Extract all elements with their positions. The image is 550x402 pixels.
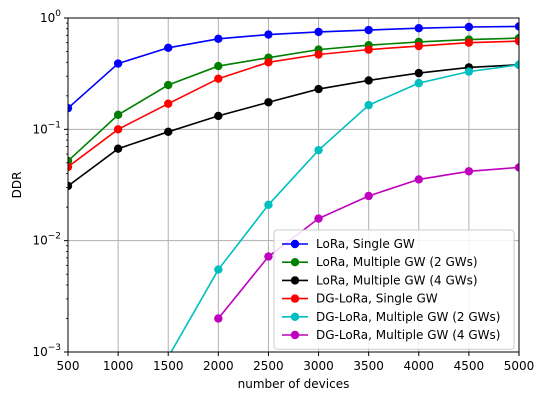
x-tick-label: 2000 (203, 359, 234, 373)
data-point (113, 59, 123, 68)
data-point (314, 27, 323, 37)
y-axis-label: DDR (10, 172, 24, 199)
data-point (414, 23, 423, 33)
legend-box (273, 229, 515, 350)
data-point (214, 61, 223, 71)
data-point (264, 30, 273, 39)
data-point (364, 76, 373, 85)
legend-marker (290, 258, 300, 267)
x-tick-label: 3500 (353, 359, 384, 373)
y-tick-label: 10−1 (32, 120, 61, 136)
data-point (314, 84, 323, 94)
series-4 (68, 36, 519, 172)
data-point (214, 314, 223, 323)
data-point (264, 98, 273, 107)
data-point (264, 200, 273, 209)
data-point (414, 68, 423, 78)
x-tick-label: 4000 (404, 359, 435, 373)
data-point (414, 41, 423, 51)
data-point (68, 162, 73, 172)
legend-label: LoRa, Multiple GW (2 GWs) (316, 255, 478, 269)
data-point (364, 25, 373, 35)
series-6 (214, 163, 519, 323)
y-tick-label: 100 (40, 9, 61, 25)
data-point (113, 144, 123, 153)
data-point (214, 74, 223, 83)
legend-label: DG-LoRa, Multiple GW (4 GWs) (316, 328, 500, 342)
data-point (364, 191, 373, 201)
data-point (464, 22, 474, 32)
legend-item: LoRa, Multiple GW (2 GWs) (282, 255, 478, 269)
data-point (214, 111, 223, 121)
x-tick-label: 500 (57, 359, 80, 373)
legend-item: LoRa, Multiple GW (4 GWs) (282, 273, 478, 287)
data-point (314, 50, 323, 59)
series-1 (68, 22, 519, 113)
data-point (68, 181, 73, 191)
legend: LoRa, Single GW LoRa, Multiple GW (2 GWs)… (273, 229, 515, 350)
x-tick-label: 2500 (253, 359, 284, 373)
y-tick-label: 10−2 (32, 232, 61, 248)
data-point (164, 80, 173, 90)
data-point (164, 43, 173, 52)
data-point (514, 60, 519, 69)
series-line (68, 37, 519, 162)
data-point (214, 265, 223, 274)
data-point (264, 252, 273, 261)
data-point (414, 175, 423, 184)
x-axis-label: number of devices (238, 377, 350, 391)
legend-item: DG-LoRa, Multiple GW (2 GWs) (282, 310, 500, 324)
legend-item: LoRa, Single GW (282, 237, 415, 251)
data-point (113, 110, 123, 120)
data-point (364, 45, 373, 54)
series-5 (170, 60, 519, 352)
data-point (264, 58, 273, 67)
data-point (464, 167, 474, 176)
legend-item: DG-LoRa, Single GW (282, 292, 438, 306)
plot-frame (67, 17, 520, 353)
legend-marker (290, 312, 300, 321)
data-point (464, 38, 474, 47)
data-point (514, 22, 519, 31)
data-point (514, 163, 519, 172)
data-point (164, 99, 173, 108)
series-line (68, 25, 519, 109)
data-point (68, 103, 73, 113)
legend-label: DG-LoRa, Multiple GW (2 GWs) (316, 310, 500, 324)
data-point (414, 78, 423, 88)
y-tick-label: 10−3 (32, 343, 61, 359)
legend-label: LoRa, Single GW (316, 237, 415, 251)
data-point (113, 125, 123, 134)
legend-item: DG-LoRa, Multiple GW (4 GWs) (282, 328, 500, 342)
series-layer (68, 22, 519, 352)
legend-marker (290, 330, 300, 340)
legend-marker (290, 239, 300, 249)
series-line (170, 63, 519, 352)
legend-label: DG-LoRa, Single GW (316, 292, 438, 306)
data-point (514, 36, 519, 46)
legend-marker (290, 276, 300, 285)
series-line (68, 63, 519, 187)
data-point (314, 145, 323, 155)
axis-ticks: 500 1000 1500 2000 2500 3000 3500 4000 4500 5000 1… (32, 9, 534, 373)
x-tick-label: 5000 (504, 359, 535, 373)
data-point (314, 214, 323, 223)
x-tick-label: 4500 (454, 359, 485, 373)
data-point (164, 127, 173, 137)
x-tick-label: 1000 (103, 359, 134, 373)
data-point (214, 34, 223, 44)
x-tick-label: 3000 (303, 359, 334, 373)
legend-label: LoRa, Multiple GW (4 GWs) (316, 273, 478, 287)
data-point (364, 100, 373, 110)
legend-marker (290, 294, 300, 303)
data-point (464, 67, 474, 76)
series-line (68, 40, 519, 168)
x-tick-label: 1500 (153, 359, 184, 373)
